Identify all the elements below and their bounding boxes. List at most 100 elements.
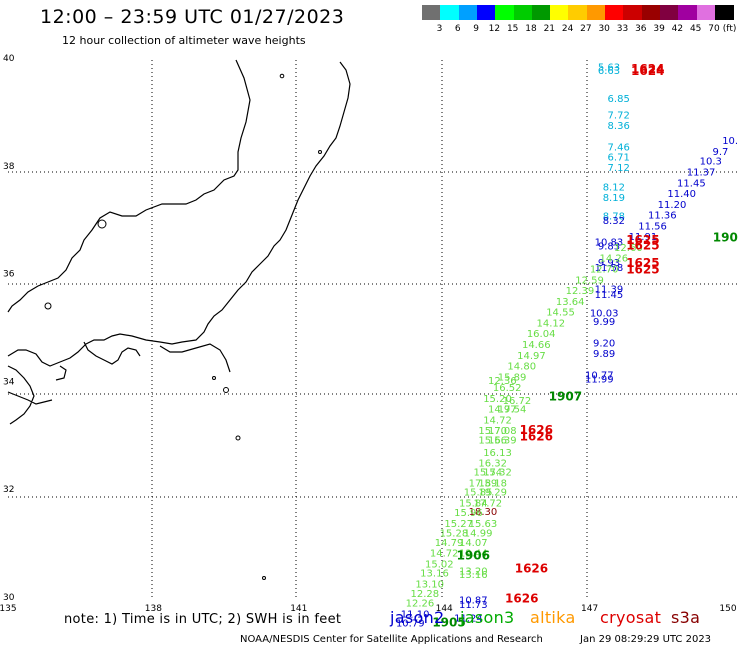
swh-value: 12.59 — [575, 275, 604, 286]
swh-value: 11.56 — [638, 221, 667, 232]
swh-value: 13.16 — [420, 569, 449, 580]
swh-value: 15.54 — [473, 468, 502, 479]
scale-label: 36 — [635, 24, 647, 34]
swh-value: 12.36 — [488, 376, 517, 387]
scale-label: 33 — [616, 24, 629, 34]
swh-value: 8.19 — [603, 193, 625, 204]
y-tick-label: 36 — [3, 270, 15, 280]
legend-jason3: jason3 — [460, 608, 515, 627]
scale-swatch — [696, 5, 716, 20]
x-tick-label: 138 — [145, 604, 162, 614]
swh-value: 10. — [722, 136, 738, 147]
swh-value: 14.12 — [537, 318, 566, 329]
swh-value: 15.28 — [440, 529, 469, 540]
swh-value: 9.7 — [713, 147, 729, 158]
swh-observations: 5.636.63 6.85 7.728.36 7.466.717.12 8.128.19… — [396, 62, 738, 629]
scale-swatch — [476, 5, 496, 20]
page-title: 12:00 – 23:59 UTC 01/27/2023 — [40, 6, 345, 28]
swh-value: 14.07 — [459, 538, 488, 549]
swh-value: 9.89 — [593, 349, 615, 360]
x-axis-ticks: 135 138 141 144 147 150 — [0, 604, 737, 614]
swh-value: 13.20 — [459, 566, 488, 577]
swh-value: 19.29 — [478, 488, 507, 499]
swh-value: 9.99 — [593, 317, 615, 328]
swh-value: 17.59 — [469, 479, 498, 490]
legend-altika: altika — [530, 608, 576, 627]
scale-swatch — [714, 5, 734, 20]
swh-value: 18.18 — [478, 479, 507, 490]
swh-value: 16.04 — [527, 329, 556, 340]
pass-time: 1626 — [505, 591, 538, 605]
pass-time: 190 — [713, 230, 738, 244]
swh-value: 14.72 — [483, 415, 512, 426]
swh-value: 12.44 — [459, 549, 488, 560]
y-axis-ticks: 40 38 36 34 32 30 — [3, 54, 15, 603]
swh-value: 8.36 — [608, 121, 630, 132]
swh-value: 11.37 — [687, 168, 716, 179]
y-tick-label: 38 — [3, 162, 15, 172]
swh-value: 11.73 — [459, 600, 488, 611]
scale-swatch — [659, 5, 679, 20]
swh-value: 8.78 — [603, 212, 625, 223]
scale-label: 45 — [689, 24, 702, 34]
y-tick-label: 32 — [3, 485, 14, 495]
scale-label: 27 — [580, 24, 592, 34]
swh-value: 15.02 — [425, 559, 454, 570]
swh-value: 17.32 — [483, 468, 512, 479]
scale-swatch — [458, 5, 478, 20]
swh-value: 6.63 — [598, 66, 620, 77]
swh-value: 8.12 — [603, 183, 625, 194]
swh-value: 11.24 — [454, 613, 483, 624]
scale-swatch — [495, 5, 515, 20]
scale-swatch — [440, 5, 460, 20]
swh-value: 15.84 — [459, 498, 488, 509]
scale-unit: (ft) — [722, 24, 737, 34]
swh-value: 7.72 — [608, 110, 630, 121]
legend-s3a: s3a — [671, 608, 701, 627]
swh-value: 10.77 — [585, 371, 614, 382]
pass-time: 1907 — [549, 389, 582, 403]
scale-swatch — [550, 5, 570, 20]
pass-time: 1905 — [432, 616, 465, 630]
scale-label: 12 — [488, 24, 501, 34]
scale-label: 39 — [653, 24, 665, 34]
scale-label: 18 — [525, 24, 537, 34]
swh-value: 11.39 — [595, 284, 624, 295]
swh-value: 17.08 — [488, 426, 517, 437]
x-tick-label: 141 — [290, 604, 307, 614]
swh-value: 15.96 — [454, 508, 483, 519]
swh-value: 14.26 — [600, 254, 629, 265]
x-tick-label: 144 — [436, 604, 453, 614]
swh-value: 15.56 — [478, 435, 507, 446]
y-tick-label: 40 — [3, 54, 15, 64]
swh-value: 6.71 — [608, 152, 630, 163]
swh-value: 5.63 — [598, 62, 620, 73]
swh-value: 12.26 — [406, 599, 435, 610]
swh-value: 16.39 — [488, 435, 517, 446]
swh-value: 11.45 — [677, 178, 706, 189]
swh-value: 11.99 — [585, 374, 614, 385]
swh-value: 11.58 — [595, 263, 624, 274]
swh-value: 10.83 — [595, 238, 624, 249]
scale-label: 21 — [543, 24, 556, 34]
swh-value: 12.28 — [410, 589, 439, 600]
pass-time: 1626 — [520, 430, 553, 444]
pass-time: 1625 — [626, 263, 659, 277]
scale-label: 30 — [598, 24, 610, 34]
swh-value: 11.45 — [595, 290, 624, 301]
x-tick-label: 147 — [581, 604, 598, 614]
swh-value: 16.13 — [483, 448, 512, 459]
y-tick-label: 30 — [3, 593, 15, 603]
swh-value: 15.89 — [498, 372, 527, 383]
japan-coastline — [7, 59, 351, 425]
swh-value: 7.12 — [608, 163, 630, 174]
scale-swatch — [605, 5, 624, 20]
swh-value: 10.87 — [459, 595, 488, 606]
pass-time: 1626 — [515, 562, 548, 576]
legend-jason2: jason2 — [390, 608, 445, 627]
pass-time: 1624 — [631, 64, 664, 78]
swh-value: 15.27 — [444, 519, 473, 530]
y-tick-label: 34 — [3, 377, 15, 387]
swh-value: 6.85 — [608, 94, 630, 105]
